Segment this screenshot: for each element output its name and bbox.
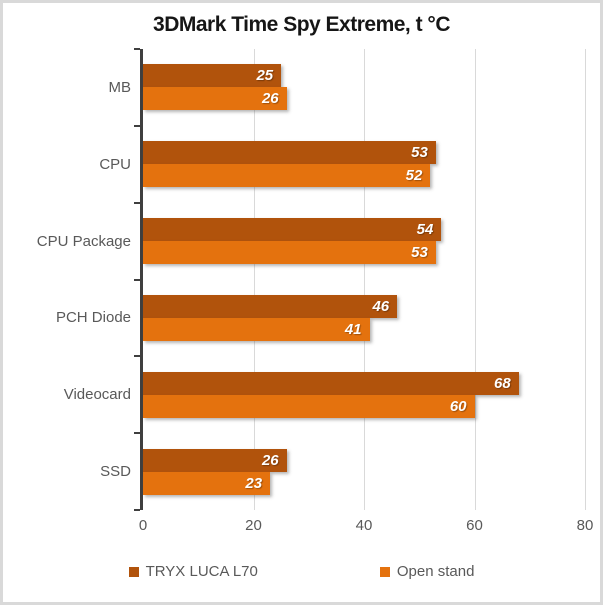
- axis-tick-mark: [134, 201, 140, 204]
- category-axis-line: [140, 49, 143, 510]
- bar-series1: 25: [143, 64, 282, 88]
- x-tick-label: 60: [466, 517, 483, 534]
- bar-series2: 52: [143, 164, 431, 188]
- bar-value-label: 60: [449, 397, 467, 415]
- bar-series1: 54: [143, 218, 442, 242]
- bar-value-label: 23: [245, 474, 263, 492]
- bar-series2: 53: [143, 241, 436, 265]
- legend-swatch-icon: [379, 566, 390, 577]
- axis-tick-mark: [134, 124, 140, 127]
- category-axis: MB CPU CPU Package PCH Diode Videocard SSD: [3, 49, 131, 510]
- bar-value-label: 52: [405, 167, 423, 185]
- axis-tick-mark: [134, 509, 140, 511]
- axis-tick-mark: [134, 48, 140, 50]
- bar-value-label: 26: [261, 90, 279, 108]
- category-label: SSD: [100, 463, 131, 481]
- bar-series2: 41: [143, 317, 370, 341]
- bar-series1: 26: [143, 448, 287, 472]
- bar-series2: 60: [143, 394, 475, 418]
- bar-value-label: 46: [372, 297, 390, 315]
- chart-title: 3DMark Time Spy Extreme, t °C: [153, 13, 450, 36]
- category-label: CPU Package: [36, 232, 131, 250]
- axis-tick-mark: [134, 355, 140, 358]
- bar-group-pch-diode: 46 41: [143, 280, 585, 357]
- bar-value-label: 25: [256, 67, 274, 85]
- bar-value-label: 53: [411, 144, 428, 162]
- bar-value-label: 68: [494, 374, 511, 392]
- bar-value-label: 53: [411, 244, 428, 262]
- legend-entry: Open stand: [379, 563, 475, 580]
- bar-series1: 46: [143, 294, 398, 318]
- category-label: MB: [108, 78, 132, 96]
- bar-series1: 68: [143, 371, 519, 395]
- x-tick-label: 20: [245, 517, 262, 534]
- legend-entry: TRYX LUCA L70: [128, 563, 258, 580]
- gridline: [253, 49, 255, 510]
- legend-label: TRYX LUCA L70: [145, 563, 258, 580]
- category-label: PCH Diode: [55, 309, 131, 327]
- legend-label: Open stand: [396, 563, 475, 580]
- axis-tick-mark: [134, 432, 140, 435]
- bar-group-cpu-package: 54 53: [143, 203, 585, 280]
- bar-series1: 53: [143, 141, 436, 165]
- axis-tick-mark: [134, 278, 140, 281]
- x-tick-label: 40: [355, 517, 373, 534]
- bar-group-mb: 25 26: [143, 49, 585, 126]
- x-tick-label: 0: [138, 517, 148, 534]
- gridline: [585, 49, 586, 510]
- category-label: CPU: [99, 155, 131, 173]
- legend: TRYX LUCA L70 Open stand: [3, 563, 600, 580]
- bar-series2: 23: [143, 471, 271, 495]
- bar-group-ssd: 26 23: [143, 433, 585, 510]
- bar-value-label: 41: [344, 320, 362, 338]
- plot-area: 25 26 53 52 54 53 46 41 68 60 26 23: [134, 48, 586, 511]
- bar-value-label: 26: [261, 451, 279, 469]
- x-tick-label: 80: [576, 517, 594, 534]
- bar-group-videocard: 68 60: [143, 356, 585, 433]
- category-label: Videocard: [63, 386, 131, 404]
- gridline: [474, 49, 476, 510]
- value-axis: 0 20 40 60 80: [3, 517, 600, 537]
- bar-group-cpu: 53 52: [143, 126, 585, 203]
- legend-swatch-icon: [128, 566, 139, 577]
- bar-value-label: 54: [416, 221, 434, 239]
- bar-series2: 26: [143, 87, 287, 111]
- gridline: [364, 49, 365, 510]
